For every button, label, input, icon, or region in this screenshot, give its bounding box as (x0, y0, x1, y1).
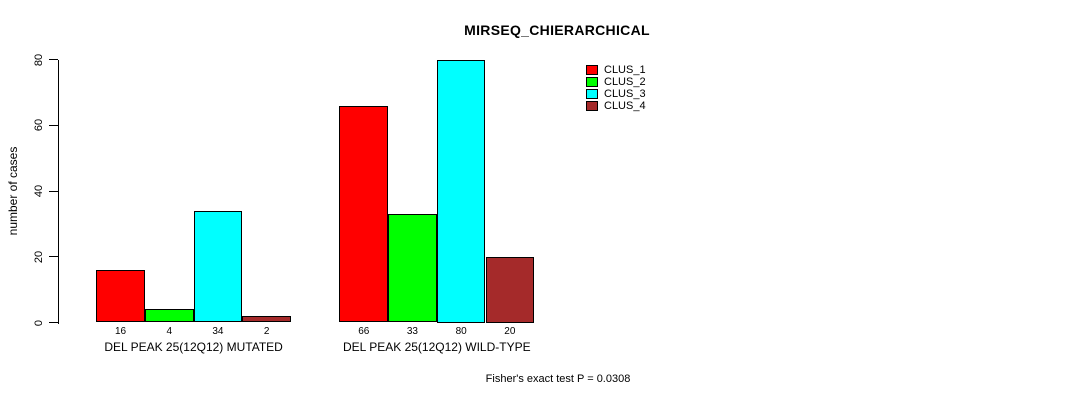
y-axis-label: number of cases (6, 146, 20, 236)
bar-value-label: 20 (504, 325, 516, 337)
bar-clus_2-group2 (388, 214, 437, 323)
chart-title: MIRSEQ_CHIERARCHICAL (464, 22, 650, 38)
bar-clus_3-group1 (193, 210, 243, 323)
bar-clus_4-group1 (242, 315, 291, 323)
legend-label: CLUS_2 (604, 76, 646, 88)
y-tick (49, 322, 58, 323)
bar-clus_1-group1 (96, 269, 145, 323)
bar-value-label: 34 (212, 325, 224, 337)
legend-item: CLUS_4 (586, 100, 646, 112)
y-axis-line (58, 59, 59, 324)
bar-clus_2-group1 (144, 309, 194, 323)
legend-label: CLUS_3 (604, 88, 646, 100)
x-category-label: DEL PEAK 25(12Q12) MUTATED (104, 340, 283, 354)
legend-label: CLUS_1 (604, 64, 646, 76)
legend-swatch-clus_3 (586, 89, 598, 99)
bar-clus_1-group2 (339, 105, 389, 323)
y-tick (49, 256, 58, 258)
y-tick-label: 20 (33, 250, 45, 263)
bar-value-label: 66 (358, 325, 370, 337)
legend-item: CLUS_2 (586, 76, 646, 88)
legend-label: CLUS_4 (604, 100, 646, 112)
legend-swatch-clus_1 (586, 65, 598, 75)
bar-clus_4-group2 (485, 256, 535, 323)
y-tick-label: 60 (33, 119, 45, 132)
bar-value-label: 4 (166, 325, 173, 337)
legend-item: CLUS_1 (586, 64, 646, 76)
legend-swatch-clus_4 (586, 101, 598, 111)
annotation-text: Fisher's exact test P = 0.0308 (485, 373, 631, 385)
bar-value-label: 80 (455, 325, 467, 337)
y-tick-label: 0 (33, 319, 45, 326)
legend-item: CLUS_3 (586, 88, 646, 100)
bar-value-label: 16 (114, 325, 127, 337)
y-tick-label: 80 (33, 53, 45, 66)
y-tick-label: 40 (33, 184, 45, 198)
x-category-label: DEL PEAK 25(12Q12) WILD-TYPE (342, 340, 531, 354)
bar-clus_3-group2 (436, 59, 486, 323)
bar-value-label: 2 (263, 325, 270, 337)
y-tick (49, 124, 58, 126)
legend-swatch-clus_2 (586, 77, 598, 87)
y-tick (49, 190, 58, 192)
y-tick (49, 59, 58, 60)
bar-value-label: 33 (406, 325, 418, 337)
legend: CLUS_1 CLUS_2 CLUS_3 CLUS_4 (586, 64, 646, 112)
